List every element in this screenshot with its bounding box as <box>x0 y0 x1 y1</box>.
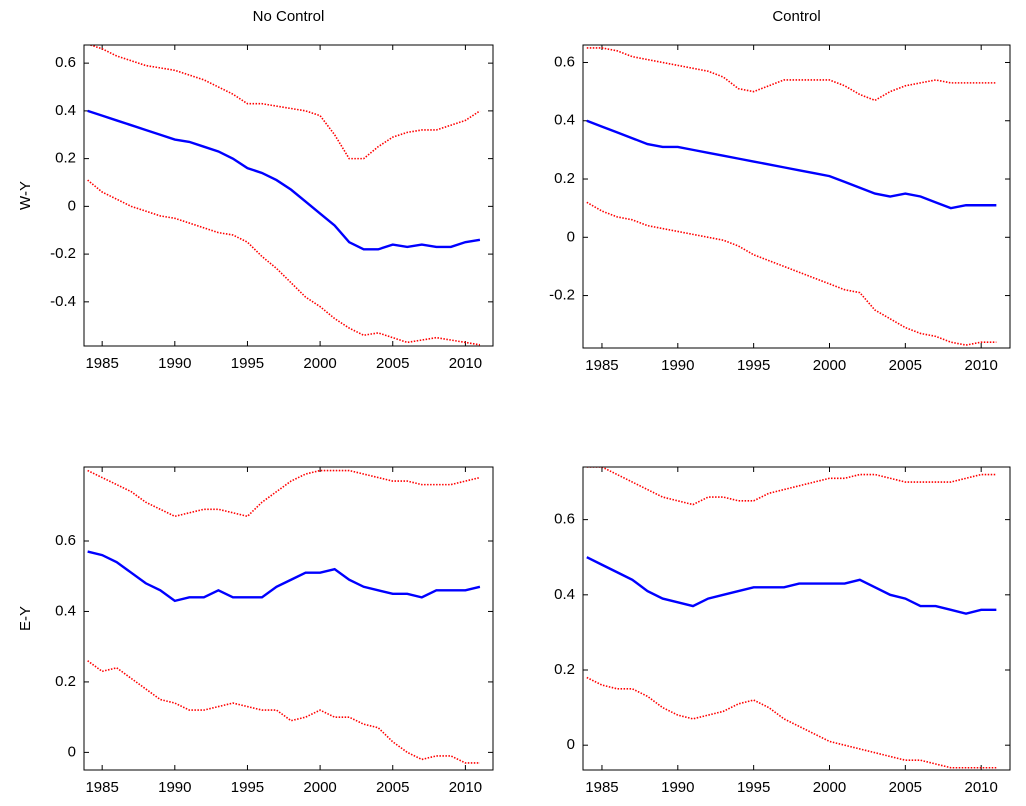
y-tick-label: 0.2 <box>55 673 76 690</box>
x-tick-label: 2005 <box>376 779 409 796</box>
x-tick-label: 1990 <box>158 779 191 796</box>
y-tick-label: -0.4 <box>50 293 76 310</box>
series-line <box>87 550 481 603</box>
plot-frame <box>83 44 494 347</box>
x-tick-label: 2005 <box>889 357 922 374</box>
x-tick-label: 1990 <box>661 357 694 374</box>
x-tick-label: 1995 <box>737 357 770 374</box>
x-tick-label: 2000 <box>303 779 336 796</box>
x-tick-label: 2005 <box>889 779 922 796</box>
plot-frame <box>582 44 1011 349</box>
y-tick-label: 0 <box>567 228 575 245</box>
series-line <box>586 467 997 506</box>
y-tick-label: 0.4 <box>55 102 76 119</box>
series-line <box>87 45 481 160</box>
y-tick-label: 0.2 <box>554 661 575 678</box>
x-tick-label: 2005 <box>376 355 409 372</box>
x-tick-label: 1990 <box>661 779 694 796</box>
y-tick-label: 0.2 <box>55 150 76 167</box>
series-line <box>586 556 997 615</box>
x-tick-label: 2000 <box>813 357 846 374</box>
x-tick-label: 2010 <box>449 355 482 372</box>
y-tick-label: -0.2 <box>549 287 575 304</box>
plot-frame <box>582 466 1011 771</box>
y-tick-label: 0.4 <box>554 586 575 603</box>
x-tick-label: 1985 <box>85 779 118 796</box>
x-tick-label: 2010 <box>964 779 997 796</box>
y-tick-label: 0.6 <box>55 532 76 549</box>
y-tick-label: 0.4 <box>55 602 76 619</box>
x-tick-label: 1985 <box>85 355 118 372</box>
x-tick-label: 2000 <box>303 355 336 372</box>
y-tick-label: 0 <box>68 197 76 214</box>
y-tick-label: 0 <box>68 743 76 760</box>
plot-area <box>84 45 493 346</box>
series-line <box>87 179 481 346</box>
y-axis-label: W-Y <box>17 181 34 210</box>
chart-title: Control <box>772 8 820 25</box>
series-line <box>586 47 997 102</box>
y-tick-label: -0.2 <box>50 245 76 262</box>
x-tick-label: 1990 <box>158 355 191 372</box>
series-line <box>87 660 480 764</box>
x-tick-label: 1995 <box>231 779 264 796</box>
plot-area <box>583 45 1010 348</box>
chart-title: No Control <box>253 8 325 25</box>
x-tick-label: 1985 <box>585 357 618 374</box>
plot-area <box>583 467 1010 770</box>
y-tick-label: 0.6 <box>554 53 575 70</box>
series-line <box>586 119 997 210</box>
series-line <box>87 109 481 251</box>
plot-area <box>84 467 493 770</box>
y-tick-label: 0.2 <box>554 170 575 187</box>
plot-frame <box>83 466 494 771</box>
series-line <box>586 201 997 346</box>
x-tick-label: 1985 <box>585 779 618 796</box>
y-tick-label: 0 <box>567 736 575 753</box>
y-tick-label: 0.6 <box>554 511 575 528</box>
x-tick-label: 1995 <box>231 355 264 372</box>
x-tick-label: 2000 <box>813 779 846 796</box>
y-axis-label: E-Y <box>17 606 34 631</box>
x-tick-label: 2010 <box>449 779 482 796</box>
x-tick-label: 2010 <box>964 357 997 374</box>
y-tick-label: 0.6 <box>55 54 76 71</box>
series-line <box>87 469 481 518</box>
y-tick-label: 0.4 <box>554 112 575 129</box>
x-tick-label: 1995 <box>737 779 770 796</box>
